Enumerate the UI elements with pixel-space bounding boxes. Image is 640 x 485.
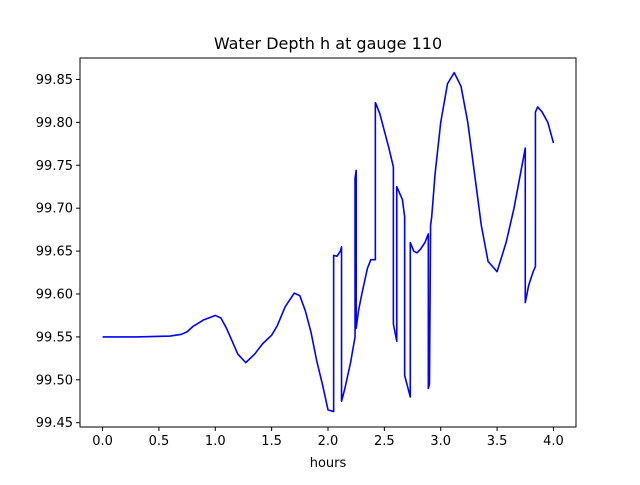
x-tick-label: 1.0 — [205, 434, 226, 449]
x-tick-label: 1.5 — [261, 434, 282, 449]
y-tick-label: 99.45 — [36, 416, 73, 431]
x-tick-label: 4.0 — [543, 434, 564, 449]
y-tick-label: 99.60 — [36, 287, 73, 302]
plot-area — [102, 71, 555, 413]
x-tick-label: 0.5 — [149, 434, 170, 449]
y-tick-label: 99.65 — [36, 245, 73, 260]
x-tick-label: 3.5 — [487, 434, 508, 449]
chart-title: Water Depth h at gauge 110 — [214, 34, 442, 53]
x-tick-label: 2.0 — [318, 434, 339, 449]
y-tick-label: 99.75 — [36, 159, 73, 174]
x-tick-label: 0.0 — [92, 434, 113, 449]
axes: 0.0 0.5 1.0 1.5 2.0 2.5 3.0 3.5 4.0 99.45 99.50 99.… — [36, 57, 577, 449]
y-tick-label: 99.85 — [36, 73, 73, 88]
y-tick-label: 99.50 — [36, 373, 73, 388]
series-line-1 — [102, 71, 555, 413]
y-tick-label: 99.80 — [36, 116, 73, 131]
x-tick-label: 3.0 — [430, 434, 451, 449]
x-axis-label: hours — [310, 456, 347, 471]
x-tick-label: 2.5 — [374, 434, 395, 449]
y-tick-label: 99.55 — [36, 330, 73, 345]
y-tick-label: 99.70 — [36, 202, 73, 217]
